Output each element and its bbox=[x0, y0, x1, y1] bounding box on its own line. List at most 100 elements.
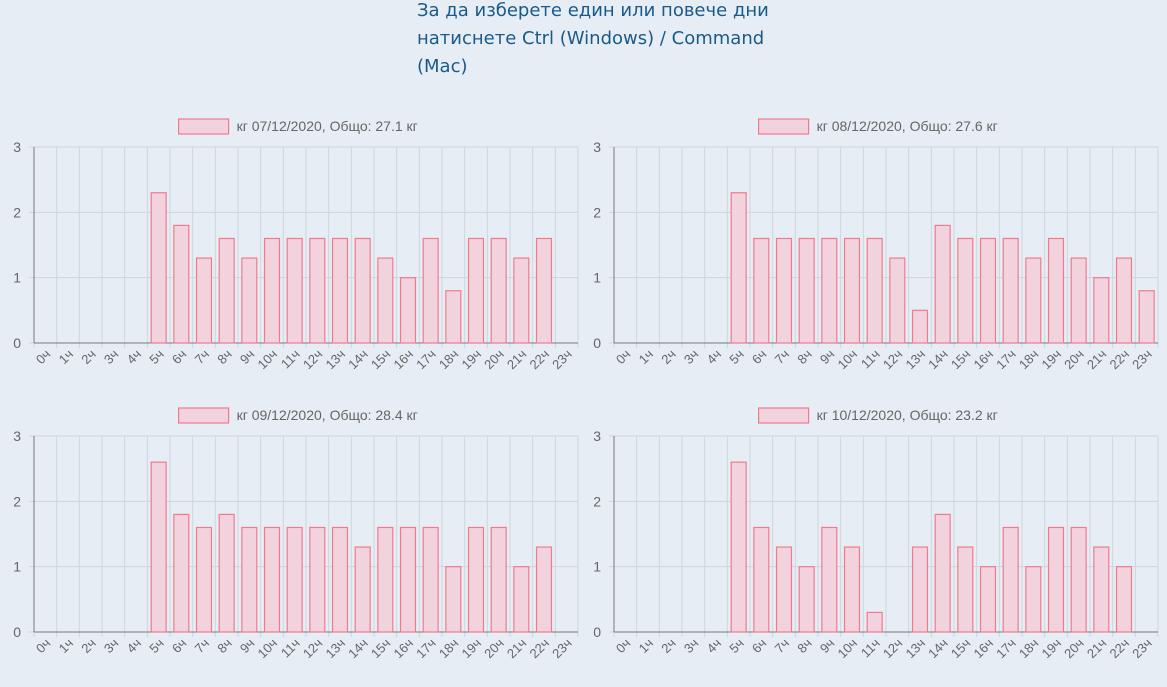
x-tick-label: 7ч bbox=[772, 347, 793, 368]
bar bbox=[1025, 257, 1042, 344]
bar bbox=[467, 526, 485, 633]
x-tick-label: 9ч bbox=[237, 347, 258, 368]
x-tick-label: 6ч bbox=[169, 636, 190, 657]
x-tick-label: 16ч bbox=[970, 636, 996, 662]
x-tick-label: 8ч bbox=[794, 347, 815, 368]
bar bbox=[150, 192, 167, 344]
bar bbox=[979, 566, 997, 633]
bar bbox=[218, 513, 235, 633]
x-tick-label: 23ч bbox=[549, 347, 575, 373]
x-tick-label: 2ч bbox=[658, 347, 679, 368]
x-tick-label: 13ч bbox=[322, 636, 348, 662]
x-tick-label: 15ч bbox=[368, 347, 394, 373]
x-tick-label: 10ч bbox=[834, 636, 860, 662]
bar bbox=[1093, 546, 1110, 633]
bar bbox=[934, 513, 951, 633]
x-tick-label: 20ч bbox=[1061, 636, 1087, 662]
x-tick-label: 15ч bbox=[368, 636, 394, 662]
bar bbox=[195, 257, 213, 344]
x-tick-label: 16ч bbox=[970, 347, 996, 373]
bar bbox=[798, 566, 815, 633]
bar bbox=[399, 277, 417, 344]
bar bbox=[422, 237, 439, 344]
bar bbox=[490, 237, 507, 344]
x-tick-label: 7ч bbox=[192, 636, 213, 657]
y-tick-label: 1 bbox=[593, 559, 601, 575]
bar bbox=[1138, 290, 1155, 344]
x-tick-label: 1ч bbox=[636, 636, 657, 657]
bar bbox=[798, 237, 815, 344]
bar bbox=[957, 546, 974, 633]
x-tick-label: 21ч bbox=[504, 347, 530, 373]
bar bbox=[1093, 277, 1110, 344]
x-tick-label: 2ч bbox=[658, 636, 679, 657]
y-tick-label: 2 bbox=[593, 204, 601, 220]
x-tick-label: 23ч bbox=[1129, 347, 1155, 373]
x-tick-label: 14ч bbox=[925, 347, 951, 373]
y-tick-label: 0 bbox=[13, 624, 21, 640]
x-tick-label: 17ч bbox=[413, 636, 439, 662]
legend-label: кг 10/12/2020, Общо: 23.2 кг bbox=[817, 407, 998, 423]
x-tick-label: 17ч bbox=[993, 347, 1019, 373]
chart-day-2: кг 08/12/2020, Общо: 27.6 кг 0 1 2 3 0ч 1ч 2ч 3ч… bbox=[580, 110, 1160, 390]
x-tick-label: 22ч bbox=[1106, 347, 1132, 373]
legend-label: кг 07/12/2020, Общо: 27.1 кг bbox=[237, 118, 418, 134]
bar bbox=[730, 192, 747, 344]
bar bbox=[263, 526, 281, 633]
bar bbox=[843, 237, 861, 344]
x-tick-label: 5ч bbox=[726, 347, 747, 368]
bar bbox=[535, 546, 553, 633]
x-tick-label: 11ч bbox=[278, 636, 303, 661]
x-tick-label: 1ч bbox=[56, 347, 77, 368]
bar bbox=[377, 257, 394, 344]
x-tick-label: 20ч bbox=[481, 636, 507, 662]
x-tick-label: 3ч bbox=[101, 636, 122, 657]
bar bbox=[513, 257, 530, 344]
x-tick-label: 2ч bbox=[78, 636, 99, 657]
y-tick-label: 2 bbox=[13, 204, 21, 220]
bar bbox=[354, 546, 371, 633]
bar bbox=[1002, 237, 1019, 344]
x-tick-label: 16ч bbox=[390, 636, 416, 662]
x-tick-label: 4ч bbox=[704, 636, 725, 657]
x-tick-label: 19ч bbox=[458, 636, 484, 662]
bar bbox=[286, 237, 303, 344]
x-tick-label: 12ч bbox=[300, 347, 326, 373]
x-tick-label: 6ч bbox=[749, 347, 770, 368]
bar bbox=[911, 309, 929, 344]
bar bbox=[241, 257, 258, 344]
x-tick-label: 13ч bbox=[902, 636, 928, 662]
x-tick-label: 14ч bbox=[345, 636, 371, 662]
chart-day-1: кг 07/12/2020, Общо: 27.1 кг 0 1 2 3 0ч 1ч 2ч 3ч… bbox=[0, 110, 580, 390]
bar bbox=[445, 290, 462, 344]
bar bbox=[263, 237, 281, 344]
x-tick-label: 22ч bbox=[526, 347, 552, 373]
x-tick-label: 10ч bbox=[834, 347, 860, 373]
bar bbox=[1115, 257, 1133, 344]
legend-swatch bbox=[178, 118, 230, 135]
x-tick-label: 7ч bbox=[192, 347, 213, 368]
bar bbox=[173, 513, 190, 633]
x-tick-label: 18ч bbox=[1016, 636, 1042, 662]
x-tick-label: 5ч bbox=[146, 636, 167, 657]
x-tick-label: 12ч bbox=[300, 636, 326, 662]
x-tick-label: 12ч bbox=[880, 347, 906, 373]
x-tick-label: 13ч bbox=[902, 347, 928, 373]
bar bbox=[911, 546, 929, 633]
bar bbox=[535, 237, 553, 344]
x-tick-label: 6ч bbox=[169, 347, 190, 368]
x-tick-label: 19ч bbox=[1038, 347, 1064, 373]
x-tick-label: 10ч bbox=[254, 636, 280, 662]
y-tick-label: 3 bbox=[593, 428, 601, 444]
x-tick-label: 7ч bbox=[772, 636, 793, 657]
y-tick-label: 0 bbox=[593, 624, 601, 640]
bar bbox=[173, 224, 190, 344]
x-tick-label: 22ч bbox=[526, 636, 552, 662]
x-tick-label: 23ч bbox=[1129, 636, 1155, 662]
x-tick-label: 15ч bbox=[948, 636, 974, 662]
bar bbox=[309, 526, 326, 633]
x-tick-label: 19ч bbox=[458, 347, 484, 373]
chart-svg: кг 10/12/2020, Общо: 23.2 кг 0 1 2 3 0ч 1ч 2ч 3ч… bbox=[593, 407, 1159, 662]
x-tick-label: 11ч bbox=[858, 347, 883, 372]
bar bbox=[445, 566, 462, 633]
